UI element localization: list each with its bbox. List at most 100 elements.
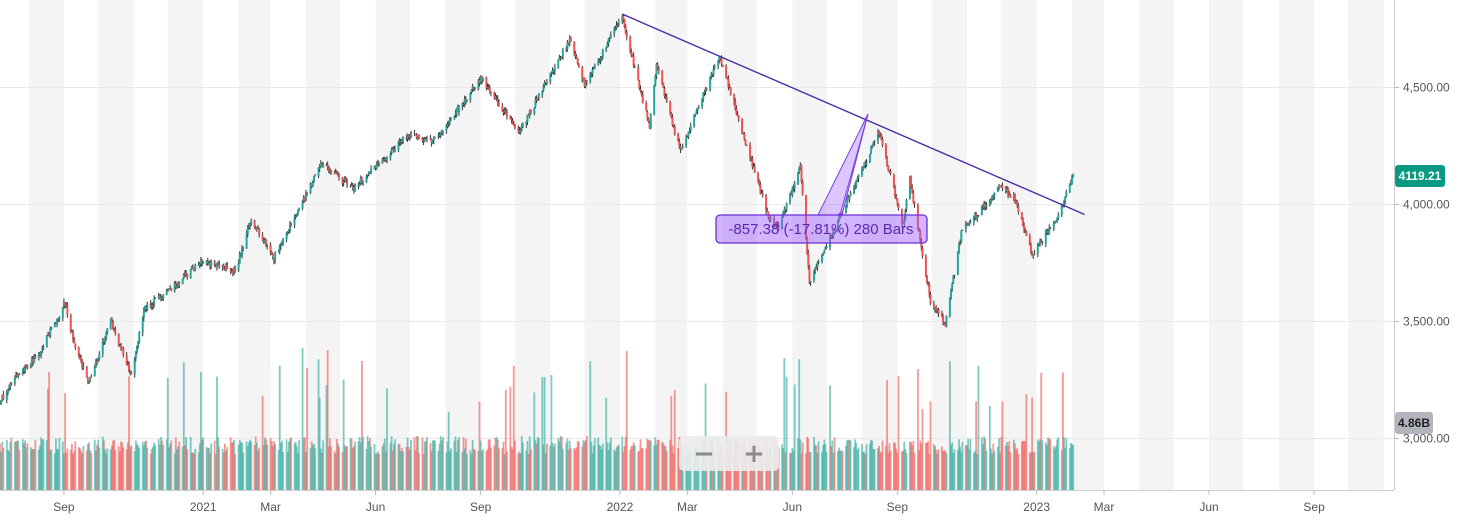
- zoom-out-button[interactable]: −: [693, 438, 715, 469]
- candle-body-544: [868, 154, 871, 163]
- candle-body-453: [721, 64, 724, 67]
- candle-341: [543, 80, 546, 88]
- candle-body-627: [1000, 186, 1003, 188]
- candle-265: [422, 137, 425, 146]
- candle-body-588: [937, 309, 940, 314]
- candle-body-246: [391, 149, 394, 151]
- volume-bar-15: [23, 443, 25, 490]
- candle-103: [162, 294, 165, 302]
- candle-241: [383, 156, 386, 162]
- candle-536: [855, 180, 858, 189]
- candle-body-587: [936, 309, 939, 311]
- volume-bar-539: [861, 444, 863, 490]
- candle-body-92: [145, 307, 148, 309]
- candle-529: [844, 204, 847, 214]
- candle-505: [806, 236, 809, 256]
- candle-108: [170, 287, 173, 292]
- volume-bar-613: [977, 365, 980, 490]
- volume-bar-38: [58, 437, 61, 490]
- candle-447: [712, 65, 715, 77]
- candle-body-102: [161, 297, 164, 299]
- volume-bar-350: [558, 441, 561, 490]
- candle-184: [293, 214, 296, 229]
- volume-bar-495: [790, 453, 793, 490]
- candle-body-8: [10, 383, 13, 385]
- candle-body-310: [494, 95, 497, 100]
- volume-bar-35: [55, 438, 57, 490]
- candle-106: [167, 288, 170, 291]
- candle-117: [185, 270, 188, 277]
- volume-bar-540: [862, 451, 865, 490]
- candle-body-297: [472, 87, 475, 89]
- volume-bar-533: [849, 440, 852, 490]
- volume-bar-509: [813, 436, 815, 490]
- candle-body-619: [988, 202, 991, 206]
- candle-434: [693, 113, 696, 128]
- candle-41: [64, 302, 67, 308]
- candle-body-507: [808, 266, 811, 283]
- volume-bar-341: [543, 377, 546, 490]
- volume-bar-79: [125, 449, 128, 490]
- volume-bar-642: [1024, 441, 1027, 490]
- volume-bar-16: [24, 440, 27, 490]
- volume-bar-529: [845, 445, 847, 490]
- candle-672: [1072, 173, 1075, 178]
- volume-bar-605: [966, 445, 968, 490]
- volume-bar-236: [375, 453, 378, 490]
- candle-body-513: [817, 260, 820, 262]
- volume-bar-551: [879, 451, 882, 490]
- candle-523: [833, 228, 836, 232]
- candle-409: [653, 84, 656, 116]
- candle-body-122: [193, 268, 196, 270]
- candle-body-27: [41, 348, 44, 351]
- trendline[interactable]: [621, 13, 1085, 216]
- candle-439: [701, 97, 704, 110]
- candle-body-590: [942, 316, 945, 323]
- candle-body-518: [825, 246, 828, 248]
- candle-298: [473, 87, 476, 91]
- candle-body-192: [304, 192, 307, 201]
- candle-234: [373, 165, 376, 170]
- volume-bar-493: [785, 376, 788, 490]
- candle-538: [857, 174, 860, 182]
- candle-body-41: [64, 302, 67, 306]
- volume-bar-287: [456, 440, 459, 490]
- candle-213: [338, 173, 341, 181]
- price-range-measure[interactable]: -857.38 (-17.81%) 280 Bars: [715, 113, 928, 244]
- candle-498: [793, 181, 796, 193]
- candle-357: [568, 35, 571, 47]
- volume-bar-53: [82, 445, 85, 490]
- candle-body-203: [322, 165, 325, 168]
- volume-bar-532: [848, 439, 851, 490]
- candle-311: [495, 94, 498, 102]
- volume-bar-5: [7, 449, 9, 490]
- candle-body-601: [959, 242, 962, 244]
- measure-label-box: [715, 214, 928, 244]
- candle-body-645: [1029, 244, 1032, 253]
- volume-bar-354: [565, 442, 568, 490]
- candle-body-352: [560, 57, 563, 59]
- candle-body-631: [1007, 188, 1010, 196]
- candle-body-529: [844, 205, 847, 214]
- candle-16: [24, 364, 27, 374]
- candle-560: [894, 184, 897, 199]
- candle-body-273: [433, 137, 436, 139]
- volume-bar-565: [902, 451, 904, 490]
- candle-231: [367, 171, 370, 177]
- candle-237: [376, 159, 379, 166]
- candle-112: [177, 281, 180, 289]
- candle-659: [1052, 220, 1055, 232]
- candle-body-145: [230, 271, 233, 273]
- candle-body-408: [649, 114, 652, 129]
- volume-bar-36: [56, 448, 58, 490]
- volume-bar-614: [980, 437, 983, 490]
- candle-body-482: [768, 217, 771, 221]
- candle-body-353: [561, 50, 564, 58]
- zoom-in-button[interactable]: +: [743, 438, 765, 469]
- candle-body-123: [194, 265, 197, 271]
- candle-45: [70, 329, 73, 333]
- volume-bar-393: [625, 350, 628, 490]
- volume-bar-228: [362, 437, 364, 490]
- candle-198: [314, 173, 317, 177]
